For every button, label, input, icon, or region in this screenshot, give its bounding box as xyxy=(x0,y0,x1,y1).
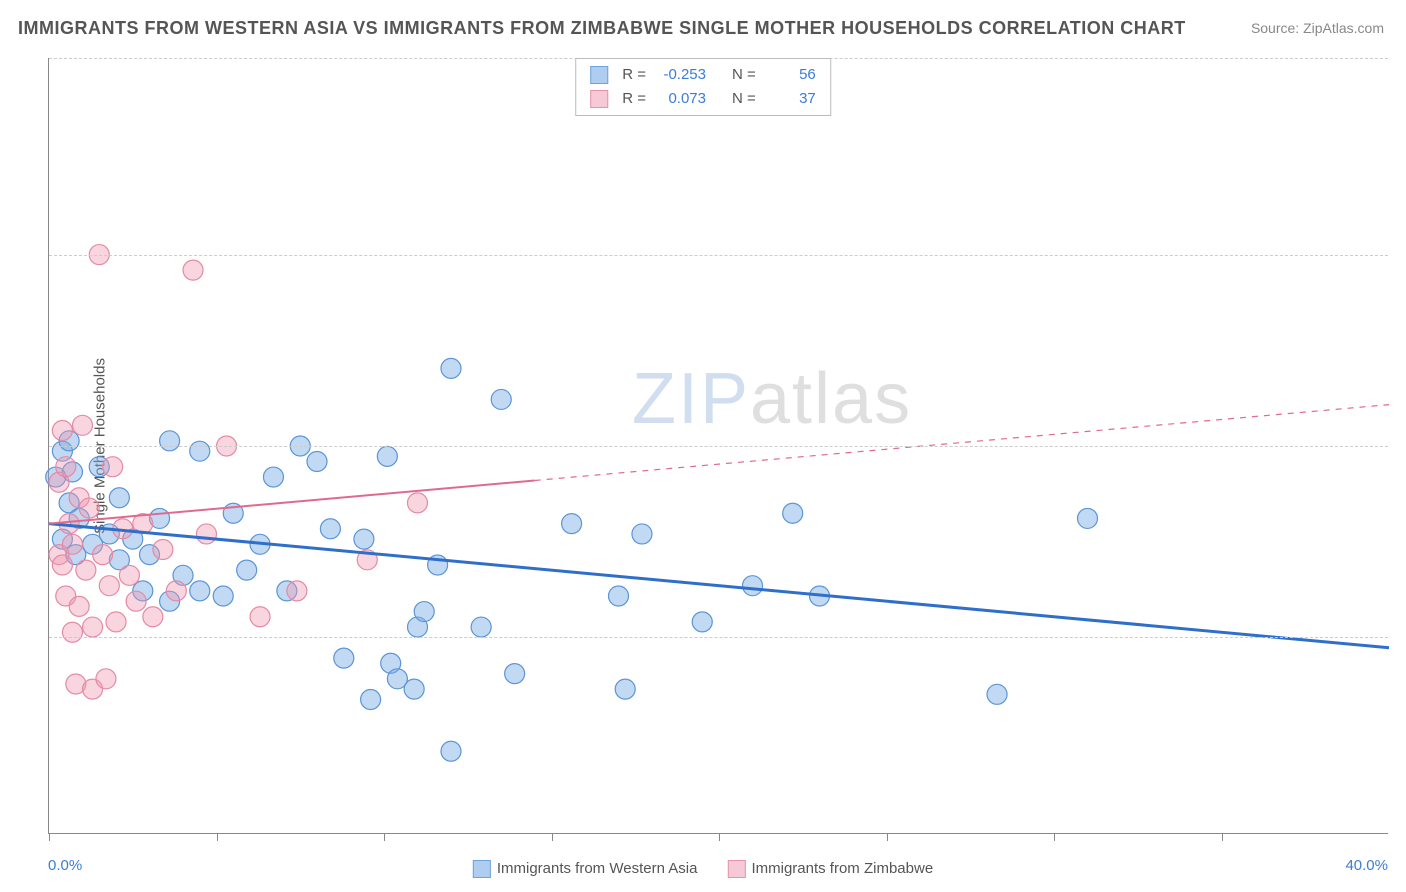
data-point xyxy=(354,529,374,549)
data-point xyxy=(287,581,307,601)
data-point xyxy=(126,591,146,611)
correlation-chart: IMMIGRANTS FROM WESTERN ASIA VS IMMIGRAN… xyxy=(0,0,1406,892)
r-label: R = xyxy=(622,63,646,87)
data-point xyxy=(56,457,76,477)
data-point xyxy=(160,431,180,451)
x-tick xyxy=(887,833,888,841)
data-point xyxy=(93,545,113,565)
data-point xyxy=(404,679,424,699)
stats-legend: R = -0.253 N = 56 R = 0.073 N = 37 xyxy=(575,58,831,116)
data-point xyxy=(783,503,803,523)
legend-swatch xyxy=(473,860,491,878)
n-value: 56 xyxy=(764,63,816,87)
data-point xyxy=(307,452,327,472)
data-point xyxy=(414,602,434,622)
data-point xyxy=(183,260,203,280)
legend-swatch xyxy=(727,860,745,878)
data-point xyxy=(143,607,163,627)
data-point xyxy=(361,689,381,709)
r-value: -0.253 xyxy=(654,63,706,87)
data-point xyxy=(79,498,99,518)
data-point xyxy=(106,612,126,632)
data-point xyxy=(743,576,763,596)
legend-label: Immigrants from Zimbabwe xyxy=(751,860,933,877)
data-point xyxy=(166,581,186,601)
x-tick xyxy=(1222,833,1223,841)
x-tick xyxy=(719,833,720,841)
data-point xyxy=(615,679,635,699)
gridline xyxy=(49,637,1388,638)
data-point xyxy=(334,648,354,668)
data-point xyxy=(441,741,461,761)
data-point xyxy=(99,576,119,596)
data-point xyxy=(83,617,103,637)
data-point xyxy=(103,457,123,477)
x-tick xyxy=(49,833,50,841)
data-point xyxy=(263,467,283,487)
data-point xyxy=(609,586,629,606)
data-point xyxy=(692,612,712,632)
data-point xyxy=(109,488,129,508)
data-point xyxy=(52,420,72,440)
stats-legend-row: R = 0.073 N = 37 xyxy=(590,87,816,111)
data-point xyxy=(987,684,1007,704)
trend-line xyxy=(49,524,1389,648)
data-point xyxy=(62,534,82,554)
data-point xyxy=(69,596,89,616)
data-point xyxy=(237,560,257,580)
data-point xyxy=(1078,508,1098,528)
data-point xyxy=(408,493,428,513)
x-tick xyxy=(217,833,218,841)
data-point xyxy=(119,565,139,585)
n-label: N = xyxy=(732,63,756,87)
gridline xyxy=(49,255,1388,256)
legend-label: Immigrants from Western Asia xyxy=(497,860,698,877)
data-point xyxy=(377,446,397,466)
n-value: 37 xyxy=(764,87,816,111)
data-point xyxy=(196,524,216,544)
trend-line-dashed xyxy=(535,405,1389,481)
x-tick xyxy=(552,833,553,841)
r-label: R = xyxy=(622,87,646,111)
data-point xyxy=(441,358,461,378)
data-point xyxy=(320,519,340,539)
data-point xyxy=(76,560,96,580)
data-point xyxy=(190,581,210,601)
data-point xyxy=(190,441,210,461)
data-point xyxy=(213,586,233,606)
r-value: 0.073 xyxy=(654,87,706,111)
data-point xyxy=(491,389,511,409)
data-point xyxy=(562,514,582,534)
legend-item: Immigrants from Zimbabwe xyxy=(727,860,933,878)
plot-area: ZIPatlas 3.8%7.5%11.2%15.0% xyxy=(48,58,1388,834)
n-label: N = xyxy=(732,87,756,111)
gridline xyxy=(49,446,1388,447)
data-point xyxy=(52,555,72,575)
data-point xyxy=(73,415,93,435)
x-axis-max-label: 40.0% xyxy=(1345,857,1388,874)
data-point xyxy=(62,622,82,642)
x-tick xyxy=(384,833,385,841)
data-point xyxy=(505,664,525,684)
data-point xyxy=(96,669,116,689)
chart-title: IMMIGRANTS FROM WESTERN ASIA VS IMMIGRAN… xyxy=(18,18,1186,39)
series-legend: Immigrants from Western Asia Immigrants f… xyxy=(473,860,933,878)
x-tick xyxy=(1054,833,1055,841)
data-point xyxy=(471,617,491,637)
stats-legend-row: R = -0.253 N = 56 xyxy=(590,63,816,87)
source-label: Source: ZipAtlas.com xyxy=(1251,20,1384,36)
data-point xyxy=(632,524,652,544)
legend-item: Immigrants from Western Asia xyxy=(473,860,698,878)
data-point xyxy=(250,607,270,627)
data-point xyxy=(153,539,173,559)
x-axis-min-label: 0.0% xyxy=(48,857,82,874)
legend-swatch xyxy=(590,90,608,108)
legend-swatch xyxy=(590,66,608,84)
